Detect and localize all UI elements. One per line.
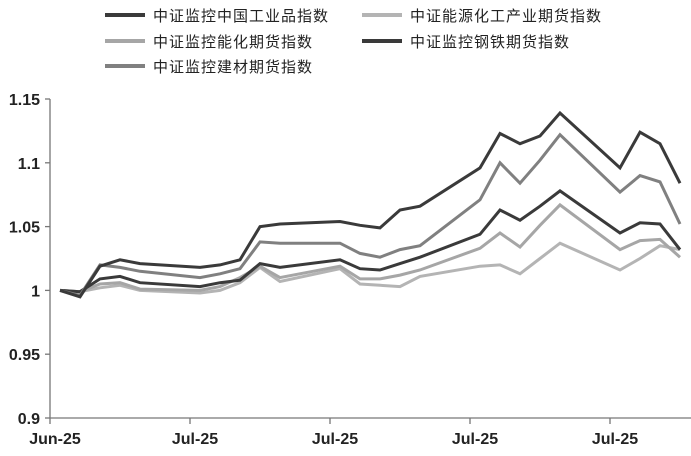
y-tick-label: 1.1: [18, 156, 40, 173]
legend-item-energy-chemical: 中证监控能化期货指数: [105, 31, 313, 51]
y-tick-label: 1: [31, 283, 40, 300]
legend-label: 中证能源化工产业期货指数: [410, 6, 603, 25]
x-tick-label: Jul-25: [312, 431, 358, 448]
legend-label: 中证监控建材期货指数: [153, 57, 314, 76]
y-tick-label: 0.95: [9, 347, 40, 364]
x-tick-label: Jul-25: [172, 431, 218, 448]
y-tick-label: 1.15: [9, 92, 40, 109]
legend-swatch: [362, 39, 402, 43]
legend-item-energy-chemical-industry: 中证能源化工产业期货指数: [362, 5, 602, 25]
legend-label: 中证监控中国工业品指数: [153, 6, 330, 25]
x-tick-label: Jun-25: [29, 431, 81, 448]
series-line-2: [59, 202, 681, 294]
legend-label: 中证监控钢铁期货指数: [410, 32, 571, 51]
legend-item-building-materials: 中证监控建材期货指数: [105, 56, 313, 76]
legend-swatch: [105, 39, 145, 43]
legend-swatch: [362, 13, 402, 17]
legend-item-steel: 中证监控钢铁期货指数: [362, 31, 570, 51]
series-line-0: [59, 189, 682, 294]
y-tick-label: 0.9: [18, 411, 40, 428]
y-tick-label: 1.05: [9, 220, 40, 237]
x-tick-label: Jul-25: [592, 431, 638, 448]
x-tick-label: Jul-25: [452, 431, 498, 448]
legend-swatch: [105, 64, 145, 68]
legend-label: 中证监控能化期货指数: [153, 32, 314, 51]
series-line-4: [59, 132, 682, 298]
series-line-3: [59, 110, 682, 299]
legend-item-industrial: 中证监控中国工业品指数: [105, 5, 329, 25]
legend-swatch: [105, 13, 145, 17]
